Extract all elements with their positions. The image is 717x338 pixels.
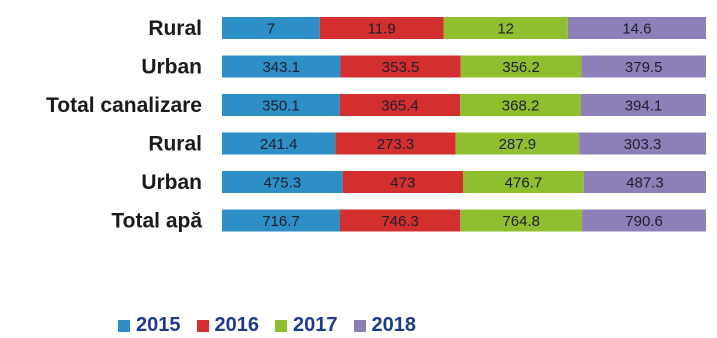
data-label: 241.4 [260, 136, 298, 153]
bar-segment-2018 [579, 132, 706, 155]
data-label: 475.3 [264, 175, 302, 192]
legend-label: 2018 [371, 314, 417, 336]
bar-segment-2016 [342, 171, 464, 193]
bar-segment-2015 [222, 17, 320, 39]
legend-swatch [118, 319, 130, 332]
category-label: Total apă [111, 210, 202, 233]
data-label: 476.7 [505, 175, 543, 192]
data-label: 716.7 [262, 213, 300, 230]
legend-label: 2015 [136, 314, 181, 336]
data-label: 11.9 [368, 21, 396, 38]
data-label: 353.5 [382, 59, 420, 76]
bar-segment-2018 [581, 55, 706, 78]
bar-segment-2017 [455, 132, 580, 155]
data-label: 303.3 [624, 136, 662, 153]
data-label: 12 [497, 21, 514, 38]
data-label: 287.9 [499, 136, 537, 153]
bar-segment-2018 [582, 209, 706, 232]
bar-segment-2016 [335, 132, 456, 155]
category-label: Total canalizare [46, 94, 202, 117]
data-label: 273.3 [377, 136, 415, 153]
category-label: Urban [141, 171, 202, 194]
legend-swatch [196, 319, 209, 332]
bar-segment-2016 [340, 55, 461, 78]
data-label: 14.6 [622, 21, 651, 38]
data-label: 746.3 [381, 213, 419, 230]
bar-segment-2017 [460, 94, 581, 116]
chart-legend: 2015 2016 2017 2018 [118, 314, 432, 337]
legend-item-2015: 2015 [118, 314, 181, 337]
bar-segment-2015 [222, 132, 336, 155]
bar-segment-2018 [580, 94, 706, 116]
legend-item-2018: 2018 [353, 314, 417, 337]
bar-segment-2016 [339, 209, 461, 232]
data-label: 356.2 [502, 59, 540, 76]
bar-segment-2015 [222, 171, 343, 193]
data-label: 7 [267, 21, 275, 38]
data-label: 350.1 [262, 98, 300, 115]
bar-segment-2016 [339, 94, 461, 116]
legend-item-2017: 2017 [275, 314, 338, 337]
bar-segment-2016 [319, 17, 444, 39]
data-label: 365.4 [381, 98, 419, 115]
bar-segment-2015 [222, 209, 340, 232]
bar-segment-2018 [583, 171, 706, 193]
bar-segment-2015 [222, 94, 340, 116]
legend-label: 2017 [293, 314, 338, 336]
data-label: 394.1 [625, 98, 663, 115]
data-label: 368.2 [502, 98, 540, 115]
bar-segment-2017 [463, 171, 584, 193]
category-label: Rural [148, 17, 202, 40]
legend-swatch [275, 319, 287, 332]
category-label: Rural [148, 133, 202, 156]
data-label: 473 [390, 175, 415, 192]
data-label: 343.1 [262, 59, 300, 76]
bar-segment-2017 [443, 17, 568, 39]
bar-segment-2015 [222, 55, 341, 78]
bar-segment-2017 [460, 209, 583, 232]
bar-segment-2017 [460, 55, 582, 78]
data-label: 764.8 [502, 213, 540, 230]
data-label: 379.5 [625, 59, 663, 76]
legend-label: 2016 [214, 314, 260, 336]
category-label: Urban [141, 56, 202, 79]
legend-swatch [353, 319, 366, 332]
data-label: 487.3 [626, 175, 664, 192]
bar-segment-2018 [567, 17, 706, 39]
stacked-bar-chart: Rural 7 11.9 12 14.6 Urban 343.1 353.5 356.2 379.… [46, 17, 706, 233]
data-label: 790.6 [625, 213, 663, 230]
legend-item-2016: 2016 [196, 314, 260, 337]
